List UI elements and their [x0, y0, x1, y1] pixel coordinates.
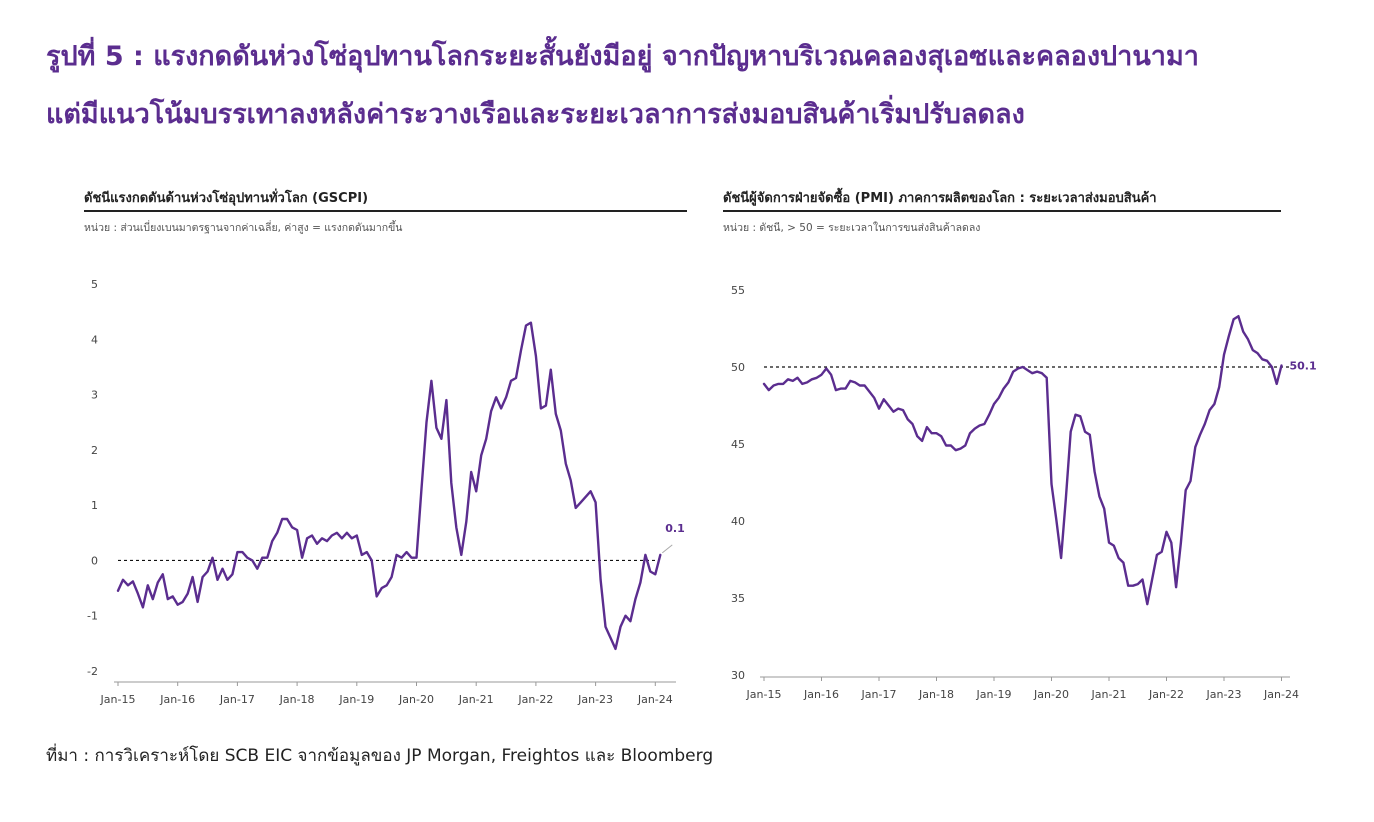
gscpi-series-line: [116, 321, 662, 651]
pmi-x-tick-label: Jan-22: [1148, 688, 1184, 701]
gscpi-x-tick-label: Jan-24: [637, 693, 673, 706]
pmi-y-tick-label: 30: [731, 669, 745, 682]
pmi-x-tick-label: Jan-24: [1263, 688, 1299, 701]
pmi-x-tick-label: Jan-20: [1033, 688, 1069, 701]
figure-title-line-1: รูปที่ 5 : แรงกดดันห่วงโซ่อุปทานโลกระยะส…: [46, 41, 1199, 72]
pmi-x-tick-label: Jan-17: [861, 688, 897, 701]
pmi-x-tick-label: Jan-21: [1091, 688, 1127, 701]
gscpi-y-tick-label: 5: [91, 278, 98, 291]
pmi-y-tick-label: 55: [731, 284, 745, 297]
gscpi-unit-note: หน่วย : ส่วนเบี่ยงเบนมาตรฐานจากค่าเฉลี่ย…: [84, 222, 403, 234]
figure-title-line-2: แต่มีแนวโน้มบรรเทาลงหลังค่าระวางเรือและร…: [46, 99, 1025, 130]
gscpi-title-rule: [84, 210, 687, 212]
pmi-chart-title: ดัชนีผู้จัดการฝ่ายจัดซื้อ (PMI) ภาคการผล…: [723, 191, 1157, 206]
gscpi-x-tick-label: Jan-21: [458, 693, 494, 706]
source-note: ที่มา : การวิเคราะห์โดย SCB EIC จากข้อมู…: [46, 746, 714, 766]
pmi-title-rule: [723, 210, 1281, 212]
pmi-x-tick-label: Jan-19: [976, 688, 1012, 701]
gscpi-end-value-label: 0.1: [665, 522, 685, 535]
gscpi-y-tick-label: 4: [91, 333, 98, 346]
pmi-x-tick-label: Jan-16: [803, 688, 839, 701]
gscpi-x-tick-label: Jan-20: [398, 693, 434, 706]
gscpi-x-tick-label: Jan-23: [577, 693, 613, 706]
gscpi-y-tick-label: 3: [91, 389, 98, 402]
gscpi-chart-title: ดัชนีแรงกดดันด้านห่วงโซ่อุปทานทั่วโลก (G…: [84, 191, 369, 206]
pmi-unit-note: หน่วย : ดัชนี, > 50 = ระยะเวลาในการขนส่ง…: [723, 222, 981, 234]
gscpi-x-tick-label: Jan-15: [100, 693, 136, 706]
pmi-y-tick-label: 35: [731, 592, 745, 605]
gscpi-x-tick-label: Jan-16: [159, 693, 195, 706]
gscpi-y-tick-label: -1: [87, 610, 98, 623]
pmi-y-tick-label: 40: [731, 515, 745, 528]
gscpi-x-tick-label: Jan-17: [219, 693, 255, 706]
gscpi-y-tick-label: -2: [87, 665, 98, 678]
gscpi-x-tick-label: Jan-22: [517, 693, 553, 706]
gscpi-x-tick-label: Jan-19: [338, 693, 374, 706]
gscpi-end-label-leader: [661, 544, 673, 554]
pmi-x-tick-label: Jan-23: [1206, 688, 1242, 701]
gscpi-y-tick-label: 2: [91, 444, 98, 457]
pmi-y-tick-label: 45: [731, 438, 745, 451]
gscpi-y-tick-label: 0: [91, 554, 98, 567]
gscpi-y-tick-label: 1: [91, 499, 98, 512]
pmi-series-line: [762, 315, 1283, 606]
pmi-x-tick-label: Jan-15: [746, 688, 782, 701]
gscpi-x-tick-label: Jan-18: [279, 693, 315, 706]
pmi-y-tick-label: 50: [731, 361, 745, 374]
pmi-x-tick-label: Jan-18: [918, 688, 954, 701]
pmi-end-value-label: 50.1: [1290, 359, 1317, 372]
